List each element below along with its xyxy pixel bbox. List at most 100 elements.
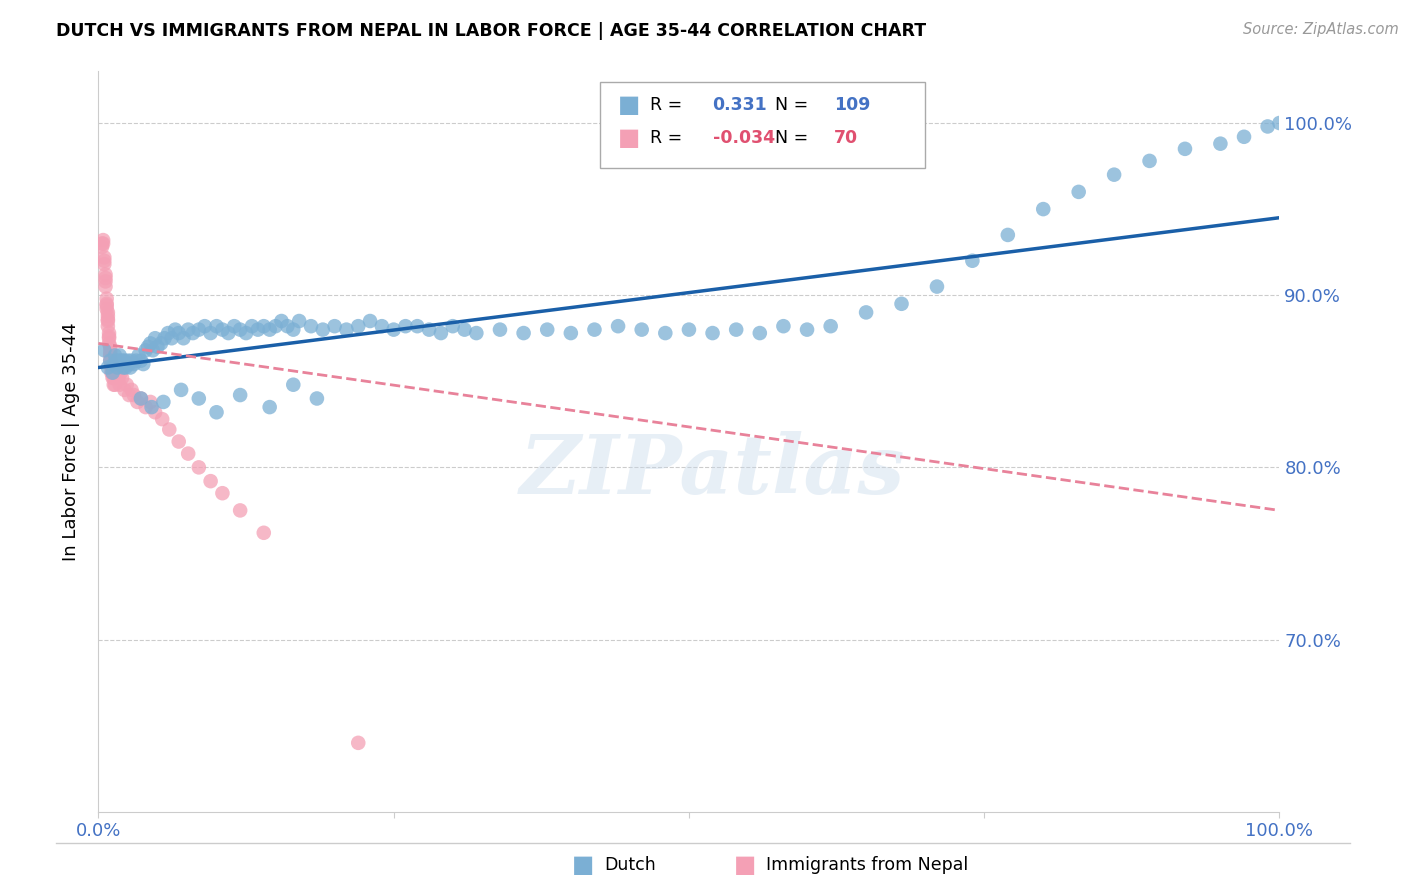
Point [139,336,162,351]
Point [211,486,233,500]
Point [94,274,117,288]
Point [97,305,120,319]
Point [143,405,166,419]
Text: -0.034: -0.034 [713,129,775,147]
Point [382,323,405,337]
Point [96,292,118,306]
Point [91,236,114,251]
Point [925,279,948,293]
Point [103,371,125,385]
Point [748,326,770,340]
Point [135,400,157,414]
Point [187,323,209,337]
Point [630,323,652,337]
Text: 0.331: 0.331 [713,95,768,113]
Point [128,348,150,362]
Point [165,323,187,337]
Text: ■: ■ [619,126,641,150]
Point [153,331,176,345]
Point [98,343,121,358]
Point [98,329,121,343]
Point [406,319,429,334]
Point [962,253,984,268]
Point [259,323,281,337]
Point [157,422,180,436]
Point [98,336,121,351]
Point [93,253,115,268]
Point [240,319,263,334]
Point [139,395,162,409]
Text: N =: N = [775,95,814,113]
Point [796,323,818,337]
Point [270,314,292,328]
Point [150,412,173,426]
Point [177,447,200,461]
Point [111,371,134,385]
Point [108,377,131,392]
Point [172,331,194,345]
Point [205,319,228,334]
Text: Immigrants from Nepal: Immigrants from Nepal [766,856,969,874]
Point [890,297,912,311]
Point [97,309,120,323]
Text: ■: ■ [572,854,595,877]
Point [678,323,700,337]
Point [121,353,143,368]
Point [205,405,228,419]
Point [200,326,222,340]
Point [91,233,114,247]
Text: DUTCH VS IMMIGRANTS FROM NEPAL IN LABOR FORCE | AGE 35-44 CORRELATION CHART: DUTCH VS IMMIGRANTS FROM NEPAL IN LABOR … [56,22,927,40]
Text: R =: R = [650,129,688,147]
Point [489,323,512,337]
Point [725,323,748,337]
Point [187,460,209,475]
Point [105,353,128,368]
Point [229,503,252,517]
Point [152,395,174,409]
Point [347,319,370,334]
Point [146,340,169,354]
Point [91,240,114,254]
Point [100,360,122,375]
Point [118,357,141,371]
FancyBboxPatch shape [600,82,925,168]
Point [160,331,183,345]
Point [1233,129,1256,144]
Point [112,360,135,375]
Point [104,377,127,392]
Point [132,357,155,371]
Point [100,357,122,371]
Point [98,340,121,354]
Text: ■: ■ [619,93,641,117]
Point [276,319,298,334]
Point [1257,120,1279,134]
Point [129,353,152,368]
Point [98,348,121,362]
Point [94,268,117,282]
Point [371,319,394,334]
Point [135,343,157,358]
Point [105,360,128,375]
Text: Source: ZipAtlas.com: Source: ZipAtlas.com [1243,22,1399,37]
Point [91,236,114,251]
Point [105,360,128,375]
Point [1209,136,1232,151]
Point [177,323,200,337]
Point [1067,185,1090,199]
Point [93,257,115,271]
Point [583,323,606,337]
Point [229,323,252,337]
Point [536,323,558,337]
Point [253,319,276,334]
Point [283,377,305,392]
Point [170,383,193,397]
Point [105,366,128,380]
Y-axis label: In Labor Force | Age 35-44: In Labor Force | Age 35-44 [62,322,80,561]
Point [118,388,141,402]
Point [111,353,134,368]
Point [122,357,145,371]
Text: Dutch: Dutch [605,856,657,874]
Point [98,331,121,345]
Point [224,319,246,334]
Point [93,343,115,358]
